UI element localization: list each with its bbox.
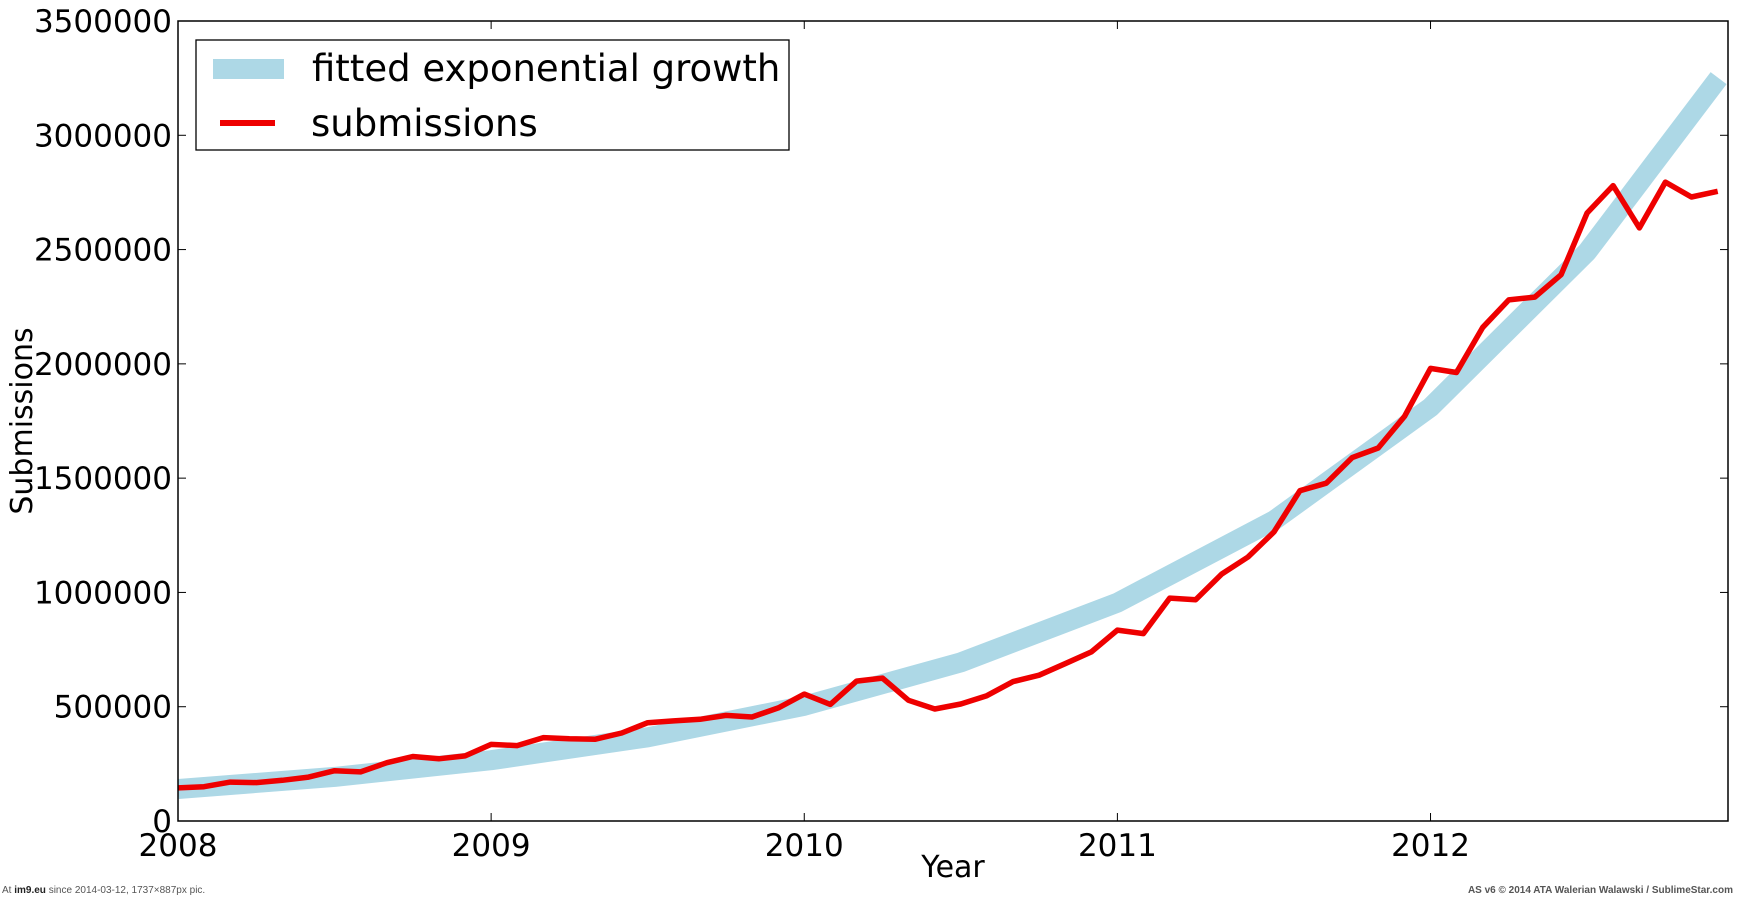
series-layer	[178, 72, 1727, 799]
footer-info: since 2014-03-12, 1737×887px pic.	[45, 885, 206, 896]
legend-label-submissions: submissions	[311, 102, 538, 145]
y-tick-label: 2000000	[34, 347, 172, 383]
y-axis-label: Submissions	[5, 327, 40, 514]
y-tick-label: 1500000	[34, 461, 172, 497]
plot-area-background	[178, 21, 1728, 821]
y-tick-label: 0	[152, 804, 172, 840]
y-tick-label: 2500000	[34, 233, 172, 269]
y-tick-label: 500000	[54, 690, 172, 726]
footer-attribution: At im9.eu since 2014-03-12, 1737×887px p…	[2, 885, 205, 899]
series-fitted-exponential-growth	[178, 72, 1727, 799]
footer-site-link[interactable]: im9.eu	[14, 885, 46, 896]
x-tick-label: 2011	[1078, 828, 1157, 864]
x-tick-label: 2008	[139, 828, 218, 864]
legend: fitted exponential growth submissions	[195, 39, 790, 151]
x-axis-label: Year	[920, 850, 985, 885]
footer-copyright: AS v6 © 2014 ATA Walerian Walawski / Sub…	[1467, 885, 1733, 896]
plot-frame	[177, 20, 1729, 822]
x-tick-label: 2012	[1391, 828, 1470, 864]
series-submissions	[178, 179, 1719, 791]
x-tick-label: 2009	[452, 828, 531, 864]
ticks-layer: 0 500000 1000000 1500000 2000000 2500000 30000…	[34, 4, 1728, 864]
legend-label-fitted: fitted exponential growth	[312, 47, 780, 90]
x-tick-label: 2010	[765, 828, 844, 864]
footer-prefix: At	[2, 885, 15, 896]
legend-frame	[195, 39, 790, 151]
y-tick-label: 3500000	[34, 4, 172, 40]
y-tick-label: 3000000	[34, 118, 172, 154]
y-tick-label: 1000000	[34, 575, 172, 611]
